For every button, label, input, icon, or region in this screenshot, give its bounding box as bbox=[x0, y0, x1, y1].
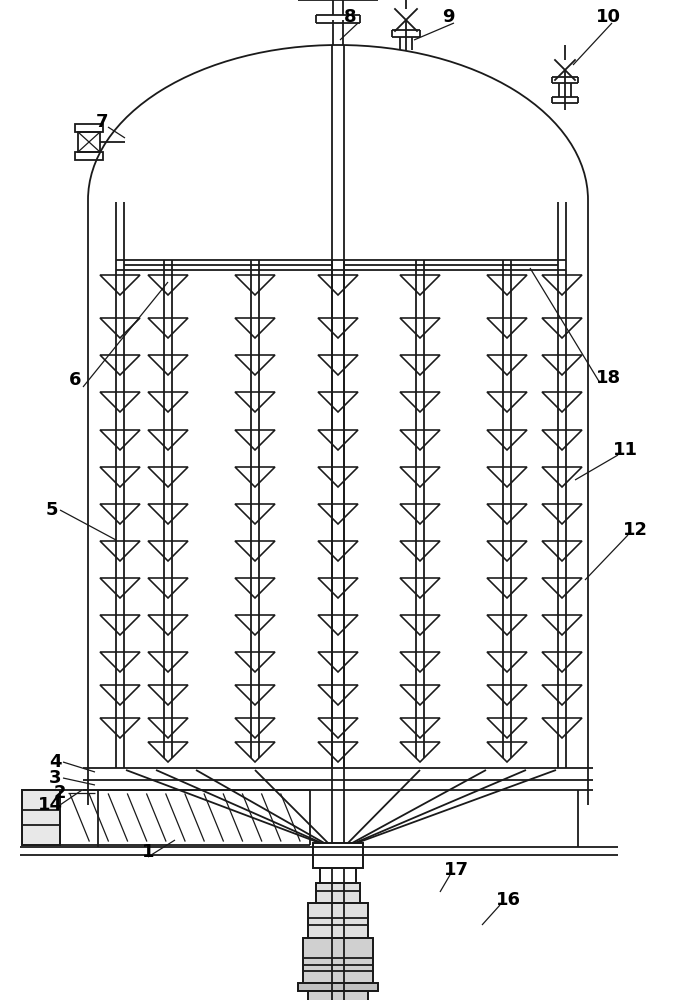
Text: 17: 17 bbox=[443, 861, 468, 879]
Bar bbox=[75, 124, 103, 132]
Bar bbox=[313, 843, 363, 868]
Text: 3: 3 bbox=[49, 769, 61, 787]
Bar bbox=[298, 983, 378, 991]
Bar bbox=[320, 868, 356, 883]
Text: 12: 12 bbox=[622, 521, 647, 539]
Text: 11: 11 bbox=[613, 441, 638, 459]
Text: 16: 16 bbox=[496, 891, 521, 909]
Bar bbox=[313, 843, 363, 868]
Bar bbox=[303, 938, 373, 983]
Text: 10: 10 bbox=[596, 8, 621, 26]
Bar bbox=[22, 790, 60, 845]
Text: 5: 5 bbox=[46, 501, 58, 519]
Bar bbox=[316, 883, 360, 903]
Text: 1: 1 bbox=[141, 843, 154, 861]
Bar bbox=[308, 991, 368, 1000]
Bar bbox=[308, 991, 368, 1000]
Text: 18: 18 bbox=[596, 369, 621, 387]
Text: 6: 6 bbox=[69, 371, 81, 389]
Bar bbox=[320, 868, 356, 883]
Text: 2: 2 bbox=[53, 784, 66, 802]
Text: 8: 8 bbox=[344, 8, 356, 26]
Text: 9: 9 bbox=[442, 8, 454, 26]
Bar bbox=[75, 152, 103, 160]
Bar bbox=[22, 790, 60, 845]
Bar bbox=[78, 132, 100, 152]
Bar bbox=[316, 883, 360, 903]
Bar bbox=[303, 938, 373, 983]
Bar bbox=[298, 983, 378, 991]
Text: 4: 4 bbox=[49, 753, 61, 771]
Text: 14: 14 bbox=[37, 796, 62, 814]
Bar bbox=[308, 903, 368, 938]
Text: 7: 7 bbox=[95, 113, 108, 131]
Bar bbox=[308, 903, 368, 938]
